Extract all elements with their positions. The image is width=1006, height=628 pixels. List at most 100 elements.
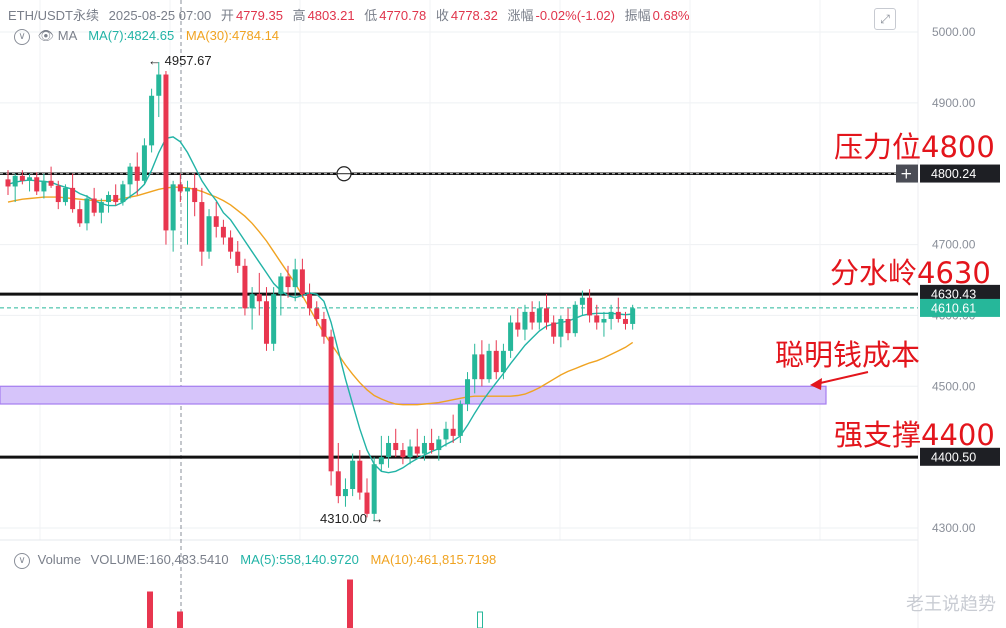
candle-body (378, 457, 384, 465)
candle-body (493, 350, 499, 373)
candle-body (55, 185, 61, 203)
candle-body (371, 464, 377, 514)
candle-body (220, 226, 226, 238)
candle-body (342, 489, 348, 497)
candle-body (500, 350, 506, 373)
max-price-label: ← 4957.67 (148, 53, 212, 68)
moving-averages (7, 136, 634, 474)
candle-body (278, 276, 284, 295)
price-label-bg (920, 284, 1000, 303)
price-label: 4630.43 (931, 287, 976, 301)
candle-body (120, 184, 126, 203)
price-label-bg (920, 298, 1000, 317)
low-value: 4770.78 (379, 8, 427, 23)
high-value: 4803.21 (307, 8, 355, 23)
candle-body (77, 209, 83, 224)
candle-body (393, 442, 399, 451)
candle-body (91, 198, 97, 213)
low-label: 低 (364, 8, 378, 23)
candle-body (601, 318, 607, 323)
y-tick-label: 4500.00 (932, 379, 976, 393)
candle-body (263, 301, 269, 344)
candle-body (256, 294, 262, 302)
candle-body (141, 145, 147, 181)
candles (5, 61, 636, 521)
close-value: 4778.32 (450, 8, 498, 23)
extreme-markers: ← 4957.67 4310.00 → (148, 53, 384, 526)
candle-body (192, 187, 198, 203)
candle-body (242, 265, 248, 309)
candle-body (41, 180, 47, 192)
candle-body (450, 428, 456, 436)
ma7-line (7, 136, 633, 474)
candle-body (565, 318, 571, 334)
candle-time: 2025-08-25 07:00 (108, 8, 212, 23)
price-label-bg (920, 447, 1000, 466)
ma30-value: MA(30):4784.14 (185, 28, 280, 43)
price-label-bg (920, 164, 1000, 183)
candle-body (630, 308, 636, 324)
eye-icon[interactable]: 👁 (37, 28, 55, 43)
candle-body (292, 269, 298, 288)
candle-body (551, 322, 557, 337)
volume-ma10: MA(10):461,815.7198 (370, 552, 497, 567)
volume-value: VOLUME:160,483.5410 (90, 552, 229, 567)
candle-body (608, 311, 614, 319)
y-tick-label: 4900.00 (932, 96, 976, 110)
candle-body (177, 184, 183, 192)
candle-body (113, 194, 119, 203)
candle-body (400, 450, 406, 458)
candle-body (185, 187, 190, 192)
change-value: -0.02%(-1.02) (535, 8, 615, 23)
candle-body (48, 180, 54, 186)
volume-bars (147, 579, 483, 628)
candle-body (149, 95, 155, 146)
candle-body (572, 304, 578, 334)
high-label: 高 (292, 8, 306, 23)
candle-body (271, 294, 277, 344)
volume-indicator-row[interactable]: ∨ Volume VOLUME:160,483.5410 MA(5):558,1… (14, 552, 496, 569)
ma-indicator-row[interactable]: ∨ 👁 MA MA(7):4824.65 MA(30):4784.14 (14, 28, 279, 45)
candle-body (84, 198, 90, 224)
price-label: 4610.61 (931, 301, 976, 315)
collapse-icon[interactable]: ∨ (14, 28, 30, 45)
candle-body (594, 315, 600, 323)
volume-bar (477, 611, 483, 628)
amplitude-label: 振幅 (624, 8, 651, 23)
candle-body (156, 74, 162, 96)
candle-body (314, 308, 320, 319)
expand-icon[interactable]: ⤢ (874, 8, 896, 30)
amplitude-value: 0.68% (652, 8, 690, 23)
close-label: 收 (435, 8, 449, 23)
price-label: 4800.24 (931, 167, 976, 181)
candle-body (228, 237, 234, 252)
volume-ma5: MA(5):558,140.9720 (240, 552, 359, 567)
add-line-button (896, 164, 918, 183)
candle-body (213, 216, 219, 227)
candle-body (19, 175, 25, 181)
candle-body (62, 187, 68, 203)
ma30-line (7, 186, 634, 406)
candle-body (429, 442, 435, 451)
plus-icon: + (900, 165, 913, 183)
candle-body (472, 354, 478, 380)
candle-body (98, 202, 104, 213)
volume-bar (147, 591, 153, 628)
open-value: 4779.35 (235, 8, 283, 23)
candle-body (529, 311, 535, 323)
candle-body (436, 439, 442, 451)
symbol-name: ETH/USDT永续 (8, 8, 100, 23)
y-tick-label: 4300.00 (932, 521, 976, 535)
candle-body (421, 442, 427, 454)
candle-body (70, 187, 76, 210)
candle-body (615, 311, 621, 319)
candle-body (206, 216, 212, 252)
ma7-value: MA(7):4824.65 (88, 28, 175, 43)
y-tick-label: 4700.00 (932, 238, 976, 252)
annotation-arrow (815, 371, 869, 385)
candle-body (321, 318, 327, 337)
volume-label: Volume (37, 552, 81, 567)
collapse-icon[interactable]: ∨ (14, 552, 30, 569)
